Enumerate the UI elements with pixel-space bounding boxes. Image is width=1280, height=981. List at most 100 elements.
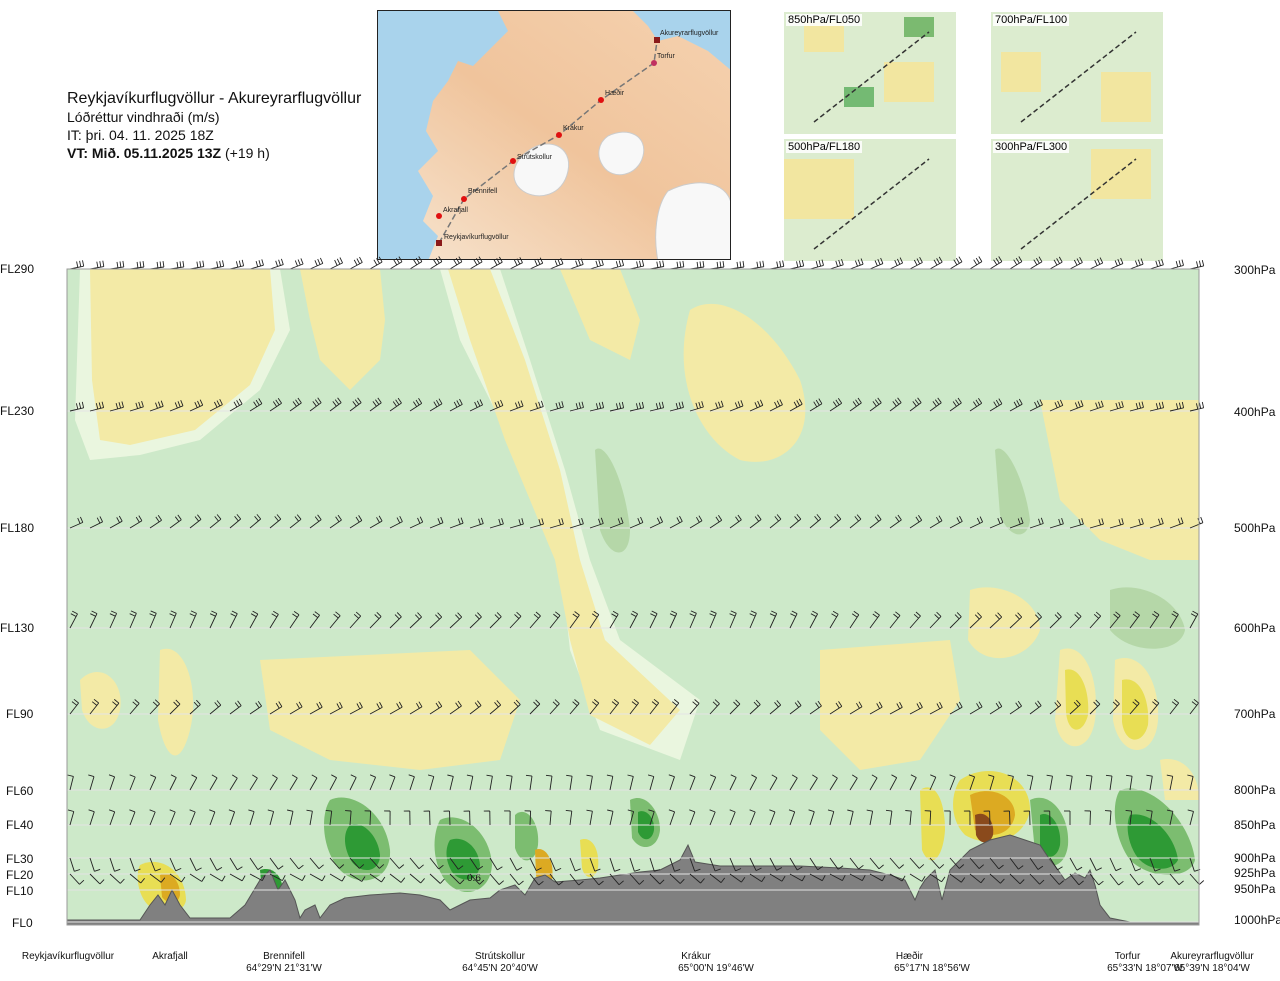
glacier-hofsjokull <box>598 131 645 176</box>
wind-barb <box>209 873 226 882</box>
location-label: Reykjavíkurflugvöllur <box>22 951 114 963</box>
wind-barb <box>789 700 802 715</box>
wind-barb <box>789 398 803 412</box>
wind-barb <box>589 857 601 872</box>
wind-barb <box>486 774 493 791</box>
wind-barb <box>729 774 737 791</box>
wind-barb <box>89 873 105 885</box>
wind-barb <box>809 857 823 871</box>
wind-barb <box>329 701 343 715</box>
wind-barb <box>349 397 362 412</box>
wind-barb <box>729 514 742 529</box>
wind-barb <box>149 261 165 270</box>
wind-barb <box>1166 774 1174 791</box>
wind-barb <box>409 516 424 529</box>
wind-barb <box>929 857 945 869</box>
wind-barb <box>89 401 105 412</box>
wind-barb <box>1049 700 1062 715</box>
location-name: Strútskollur <box>474 951 525 962</box>
wind-barb <box>469 517 484 529</box>
wind-barb <box>949 873 966 883</box>
wind-barb <box>829 398 843 412</box>
wind-barb <box>209 610 218 629</box>
wind-barb <box>169 400 184 412</box>
wind-barb <box>209 514 222 529</box>
wind-barb <box>529 518 544 529</box>
location-coord: 65°17'N 18°56'W <box>894 963 970 974</box>
wind-barb <box>423 810 431 826</box>
wind-barb <box>709 774 717 791</box>
wind-barb <box>866 809 874 826</box>
wind-barb <box>189 699 201 715</box>
wind-barb <box>569 699 580 715</box>
station-marker-krakur <box>556 132 562 138</box>
wind-barb <box>1009 873 1025 885</box>
wind-barb <box>549 699 560 715</box>
wind-barb <box>1129 518 1144 529</box>
wind-barb <box>389 256 403 270</box>
wind-barb <box>289 258 304 270</box>
wind-barb <box>129 610 137 629</box>
station-marker-torfur <box>651 60 657 66</box>
wind-barb <box>449 857 464 870</box>
location-label: Strútskollur 64°45'N 20°40'W <box>462 951 538 975</box>
wind-barb <box>88 774 95 791</box>
wind-barb <box>1069 857 1083 871</box>
wind-barb <box>847 809 854 826</box>
wind-barb <box>69 260 85 270</box>
wind-barb <box>1169 401 1185 412</box>
wind-barb <box>1089 400 1104 412</box>
fl-label: FL0 <box>12 916 33 930</box>
wind-barb <box>149 610 157 629</box>
wind-barb <box>429 857 444 870</box>
wind-barb <box>909 397 922 412</box>
wind-barb <box>669 515 683 529</box>
wind-barb <box>849 258 864 270</box>
wind-barb <box>749 399 764 412</box>
wind-barb <box>969 516 984 529</box>
location-name: Akureyrarflugvöllur <box>1170 951 1254 962</box>
wind-barb <box>849 610 860 629</box>
wind-barb <box>309 873 326 882</box>
wind-barb <box>1149 611 1160 629</box>
wind-barb <box>1149 401 1165 412</box>
title-block: Reykjavíkurflugvöllur - Akureyrarflugvöl… <box>67 90 361 162</box>
wind-barb <box>949 515 963 529</box>
wind-barb <box>249 398 263 412</box>
wind-barb <box>1109 873 1124 886</box>
wind-barb <box>443 810 451 826</box>
wind-barb <box>189 857 202 872</box>
wind-barb <box>929 774 937 791</box>
wind-barb <box>449 612 463 629</box>
wind-barb <box>889 701 903 715</box>
wind-barb <box>1169 857 1181 872</box>
wind-barb <box>989 612 1003 629</box>
wind-barb <box>944 810 951 826</box>
wind-barb <box>569 857 581 872</box>
lead-time: (+19 h) <box>224 145 270 161</box>
wind-barb <box>1049 517 1064 529</box>
wind-barb <box>909 857 925 869</box>
field-region <box>515 811 539 861</box>
wind-barb <box>329 611 341 629</box>
wind-barb <box>209 857 223 871</box>
wind-barb <box>1009 398 1023 412</box>
wind-barb <box>827 809 835 826</box>
wind-barb <box>909 701 923 715</box>
location-label: Akureyrarflugvöllur 65°39'N 18°04'W <box>1170 951 1253 975</box>
wind-barb <box>449 256 463 270</box>
wind-barb <box>149 809 156 826</box>
wind-barb <box>729 400 744 412</box>
wind-barb <box>566 774 573 791</box>
wind-barb <box>529 400 544 412</box>
wind-barb <box>309 257 324 270</box>
wind-barb <box>1129 873 1144 886</box>
wind-barb <box>649 516 664 529</box>
pressure-label: 400hPa <box>1234 405 1276 419</box>
wind-barb <box>345 810 352 826</box>
wind-barb <box>129 515 143 529</box>
wind-barb <box>589 517 604 529</box>
wind-barb <box>109 699 120 715</box>
wind-barb <box>309 701 323 715</box>
location-name: Brennifell <box>263 951 305 962</box>
